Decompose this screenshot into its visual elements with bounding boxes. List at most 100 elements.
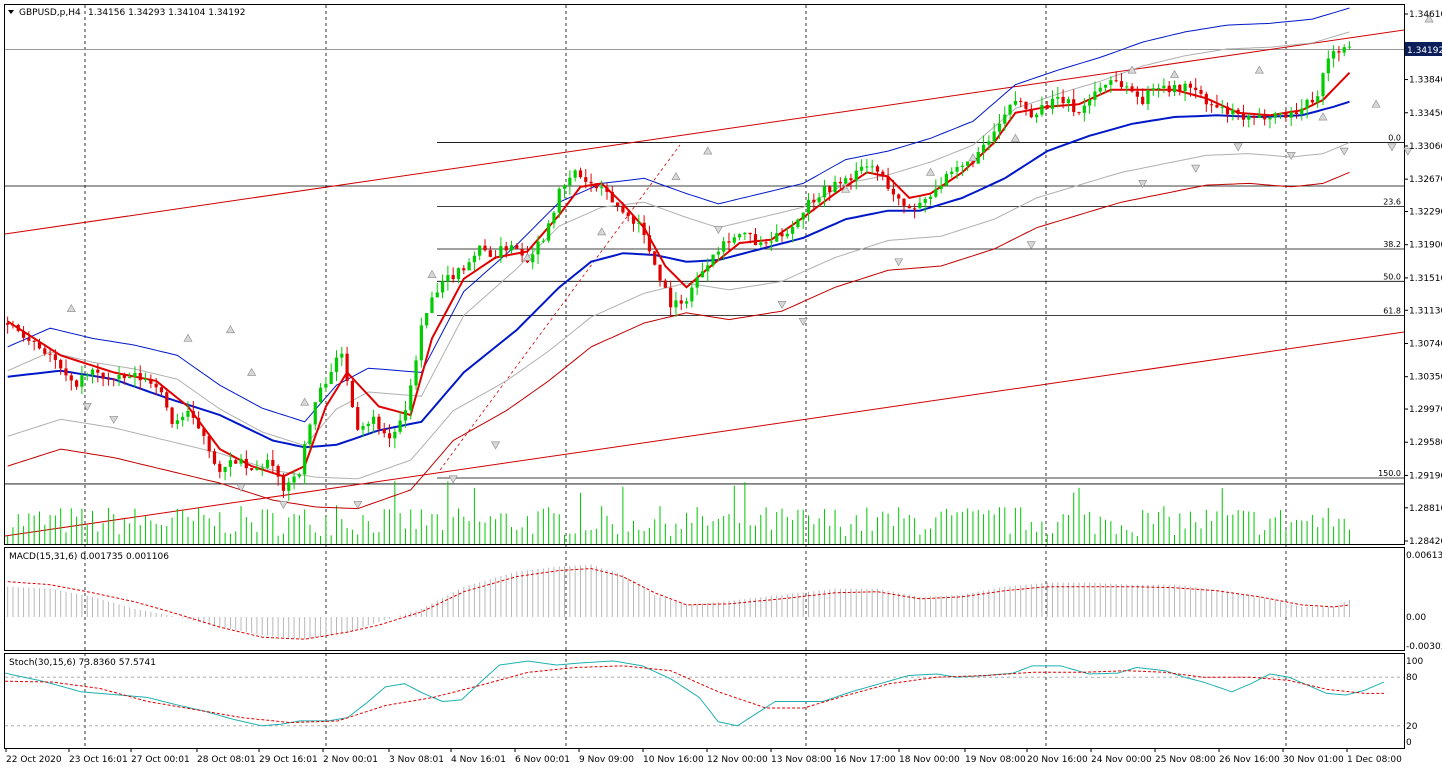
candle-body — [281, 476, 286, 491]
volume-bars — [7, 481, 1351, 544]
candle-body — [690, 287, 694, 302]
candle-body — [812, 199, 816, 203]
time-tick-label: 28 Oct 08:01 — [197, 755, 256, 765]
candle-body — [1008, 104, 1012, 115]
stoch-title: Stoch(30,15,6) 73.8360 57.5741 — [9, 658, 156, 668]
candle-body — [59, 359, 63, 369]
candle-body — [600, 187, 604, 189]
candle-body — [1088, 99, 1092, 106]
candle-body — [494, 256, 498, 258]
candle-body — [775, 233, 779, 242]
candle-body — [1220, 106, 1224, 108]
candle-body — [1210, 104, 1214, 106]
candle-body — [350, 380, 355, 408]
stoch-main-line — [4, 660, 1385, 727]
candle-body — [1034, 114, 1039, 118]
time-tick-label: 13 Nov 08:00 — [771, 755, 832, 765]
triangle-down-icon[interactable] — [8, 10, 14, 14]
price-tick-label: 1.30350 — [1409, 373, 1442, 383]
candle-body — [96, 369, 100, 373]
candle-body — [181, 416, 185, 421]
fractal-down-icon — [1339, 147, 1349, 156]
candle-body — [923, 199, 927, 203]
candle-body — [133, 372, 137, 378]
fractal-down-icon — [82, 403, 92, 412]
candle-body — [1077, 112, 1081, 114]
candle-body — [1241, 114, 1246, 120]
band-inner-upper-line — [7, 31, 1350, 447]
candle-body — [1135, 91, 1139, 97]
fib-level-label: 61.8 — [1383, 306, 1401, 315]
fractal-down-icon — [1138, 180, 1148, 189]
candle-body — [128, 377, 132, 379]
candle-body — [191, 410, 195, 418]
fractal-down-icon — [798, 318, 808, 326]
candle-body — [340, 353, 344, 358]
candle-body — [112, 378, 116, 380]
macd-tick-label: 0.00 — [1406, 613, 1426, 623]
fib-level-label: 0.0 — [1388, 134, 1401, 143]
candle-body — [1156, 88, 1161, 90]
candle-body — [759, 242, 763, 246]
candle-body — [960, 165, 964, 168]
candle-body — [732, 237, 736, 243]
candle-body — [260, 467, 264, 469]
candle-body — [663, 280, 667, 288]
time-tick-label: 6 Nov 00:01 — [515, 755, 570, 765]
candle-body — [366, 423, 370, 427]
candle-body — [791, 227, 795, 234]
candle-body — [1040, 105, 1044, 115]
candle-body — [1167, 85, 1171, 93]
candle-body — [944, 173, 949, 186]
price-tick-label: 1.31510 — [1409, 274, 1442, 284]
candle-body — [1130, 86, 1134, 92]
candle-body — [695, 277, 699, 288]
candle-body — [456, 268, 461, 280]
fib-level-label: 150.0 — [1378, 469, 1401, 478]
stoch-series — [4, 660, 1404, 727]
slow-moving-average — [7, 100, 1350, 449]
candle-body — [165, 392, 169, 408]
candle-body — [37, 341, 42, 349]
candle-body — [356, 407, 360, 430]
time-tick-label: 22 Oct 2020 — [6, 755, 62, 765]
time-axis: 22 Oct 2020 23 Oct 16:01 27 Oct 00:01 28 Oc… — [5, 748, 1402, 765]
candle-body — [584, 177, 588, 182]
fractal-down-icon — [353, 501, 363, 509]
stoch-tick-label: 100 — [1406, 657, 1423, 667]
candle-body — [727, 241, 731, 243]
candle-body — [536, 241, 540, 255]
candle-body — [870, 166, 874, 168]
price-tick-label: 1.29970 — [1409, 405, 1442, 415]
candle-body — [212, 451, 217, 464]
candle-body — [573, 170, 577, 178]
candle-body — [303, 444, 307, 475]
candle-body — [1278, 113, 1283, 115]
candle-body — [393, 431, 397, 439]
candle-body — [913, 208, 917, 210]
candle-body — [976, 151, 980, 164]
time-tick-label: 26 Nov 16:00 — [1219, 755, 1280, 765]
time-tick-label: 30 Nov 01:00 — [1283, 755, 1344, 765]
price-tick-label: 1.33840 — [1409, 76, 1442, 86]
channel-upper-line — [4, 29, 1405, 235]
price-tick-label: 1.32290 — [1409, 208, 1442, 218]
fractal-up-icon — [247, 367, 257, 376]
candle-body — [292, 476, 296, 483]
price-tick-label: 1.34610 — [1409, 10, 1442, 20]
candle-body — [138, 372, 142, 381]
price-tick-label: 1.32670 — [1409, 175, 1442, 185]
candle-body — [716, 251, 720, 255]
fractal-down-icon — [1191, 164, 1201, 173]
candle-body — [547, 223, 551, 241]
candle-body — [594, 183, 598, 189]
candle-body — [499, 246, 503, 258]
candle-body — [578, 170, 583, 178]
candle-body — [53, 354, 57, 360]
stoch-tick-label: 20 — [1406, 722, 1418, 732]
time-tick-label: 19 Nov 08:00 — [965, 755, 1026, 765]
candle-body — [987, 141, 991, 145]
candle-body — [1284, 113, 1288, 118]
candle-body — [382, 429, 386, 434]
candle-body — [154, 383, 158, 388]
